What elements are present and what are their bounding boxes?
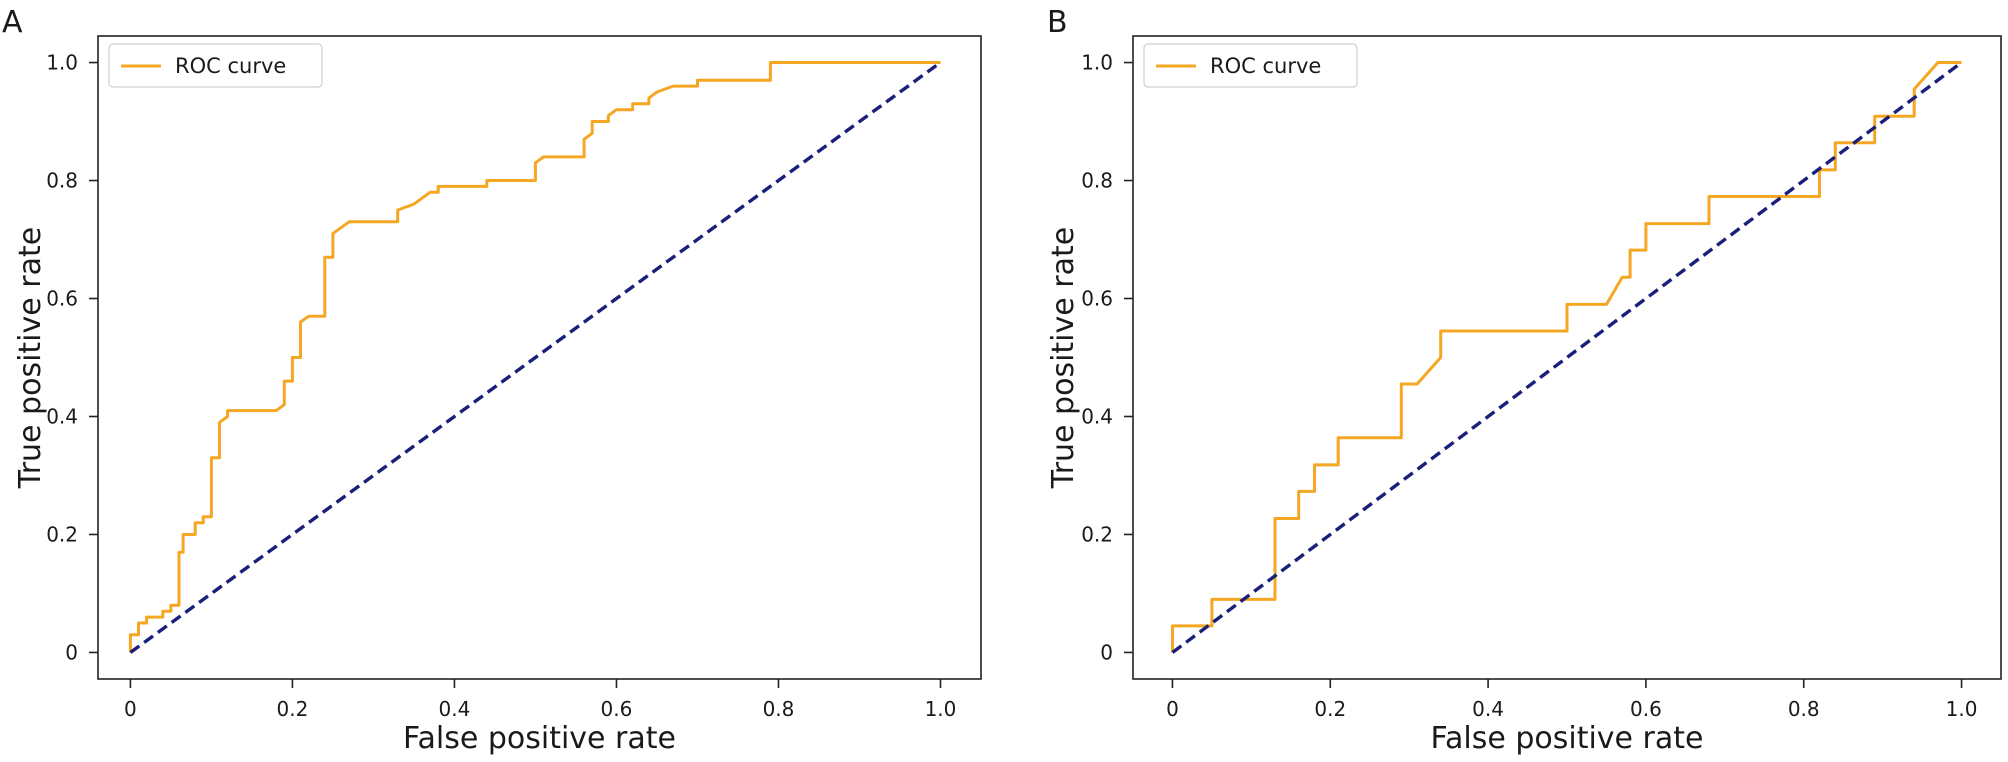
y-tick-label: 1.0 [1081, 51, 1113, 75]
legend-box [108, 43, 323, 88]
plot-frame [97, 35, 982, 680]
y-tick-label: 0.2 [46, 522, 78, 546]
chart-panel-a: A 0 0.2 0.4 0.6 0.8 1.0 0 0.2 0.4 0.6 0.8 1.0 False p… [2, 5, 982, 756]
x-tick-label: 0.2 [277, 697, 309, 721]
y-tick-label: 0.6 [1081, 287, 1113, 311]
roc-curve-line [1171, 61, 1962, 653]
y-axis-label: True positive rate [13, 227, 48, 489]
y-tick-label: 0.8 [1081, 169, 1113, 193]
chance-diagonal-line [129, 61, 942, 654]
x-tick-label: 0 [124, 697, 137, 721]
x-tick-label: 0.2 [1314, 697, 1346, 721]
y-tick-label: 0.2 [1081, 522, 1113, 546]
y-tick-label: 0.4 [1081, 404, 1113, 428]
y-tick-label: 1.0 [46, 51, 78, 75]
x-tick-label: 0.8 [1788, 697, 1820, 721]
y-axis-label: True positive rate [1046, 227, 1081, 489]
legend: ROC curve [108, 43, 323, 88]
chance-diagonal-line [1171, 61, 1963, 654]
x-tick-label: 1.0 [1946, 697, 1978, 721]
y-tick-label: 0 [65, 640, 78, 664]
legend-label: ROC curve [175, 54, 286, 78]
y-tick-label: 0.8 [46, 169, 78, 193]
y-tick-label: 0.6 [46, 287, 78, 311]
legend: ROC curve [1143, 43, 1358, 88]
x-tick-label: 0.4 [1472, 697, 1504, 721]
plot-frame [1132, 35, 2002, 680]
roc-curve-line [128, 61, 941, 653]
x-axis-label: False positive rate [1431, 721, 1704, 756]
y-tick-label: 0 [1100, 640, 1113, 664]
x-tick-label: 0 [1166, 697, 1179, 721]
legend-box [1143, 43, 1358, 88]
legend-label: ROC curve [1210, 54, 1321, 78]
y-tick-label: 0.4 [46, 404, 78, 428]
x-tick-label: 0.4 [439, 697, 471, 721]
x-tick-label: 0.8 [763, 697, 795, 721]
panel-label: B [1047, 5, 1068, 40]
x-tick-label: 1.0 [925, 697, 957, 721]
x-axis-label: False positive rate [403, 721, 676, 756]
chart-panel-b: B 0 0.2 0.4 0.6 0.8 1.0 0 0.2 0.4 0.6 0.8 1.0 False p… [1046, 5, 2002, 756]
x-tick-label: 0.6 [601, 697, 633, 721]
x-tick-label: 0.6 [1630, 697, 1662, 721]
panel-label: A [2, 5, 23, 40]
